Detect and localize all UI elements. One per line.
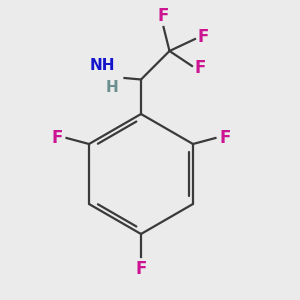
Text: F: F	[135, 260, 147, 278]
Text: F: F	[219, 129, 230, 147]
Text: NH: NH	[90, 58, 116, 73]
Text: F: F	[195, 58, 206, 76]
Text: H: H	[106, 80, 118, 94]
Text: F: F	[198, 28, 209, 46]
Text: F: F	[52, 129, 63, 147]
Text: F: F	[158, 7, 169, 25]
